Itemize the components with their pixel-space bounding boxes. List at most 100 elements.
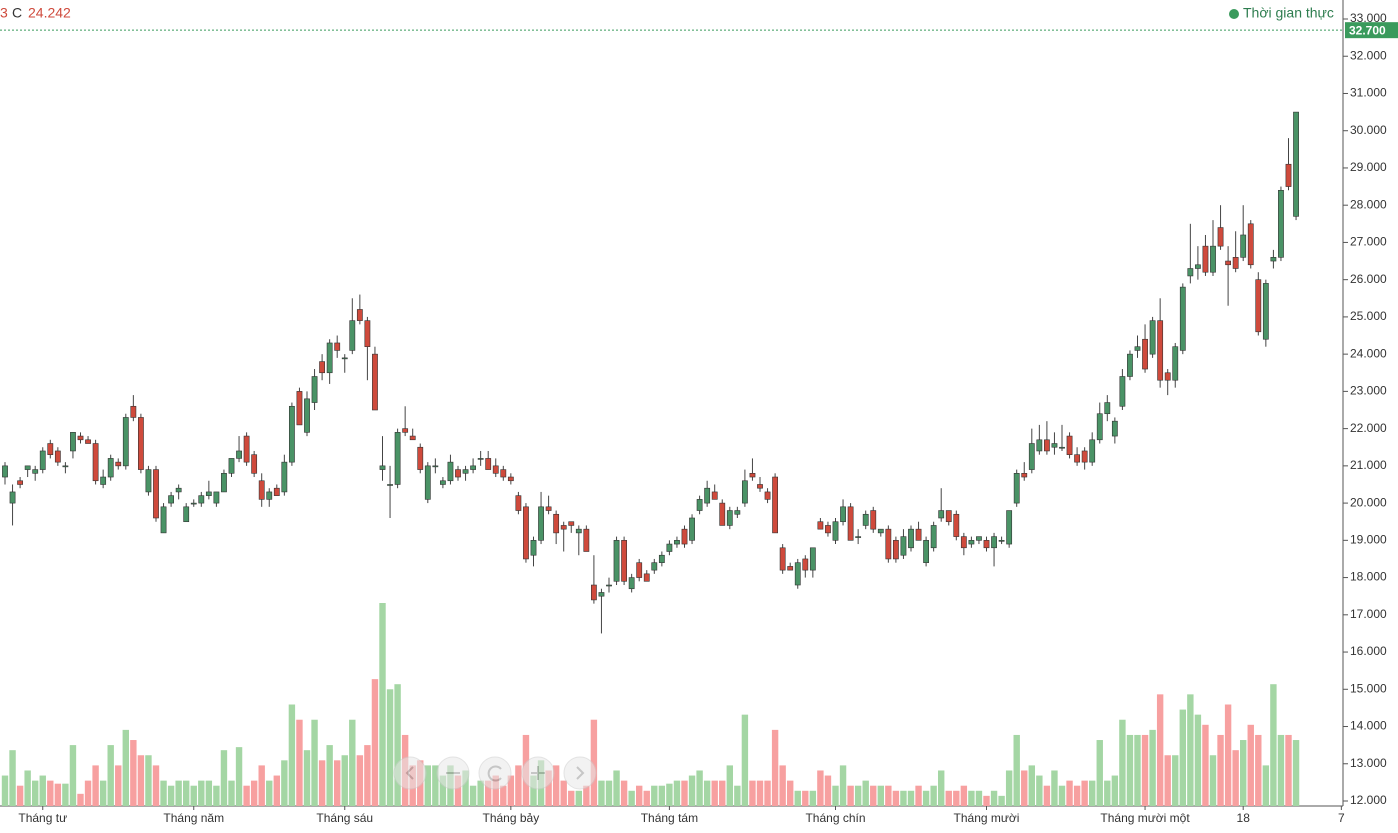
candle-body bbox=[689, 517, 695, 541]
plot: 32.700 bbox=[0, 22, 1398, 806]
candle-body bbox=[817, 521, 824, 530]
candle-body bbox=[953, 513, 960, 537]
candle-body bbox=[1104, 402, 1111, 415]
candle-body bbox=[54, 450, 61, 463]
realtime-label[interactable]: Thời gian thực bbox=[1243, 5, 1334, 21]
x-tick-label: 7 bbox=[1338, 811, 1345, 825]
candle-body bbox=[1096, 413, 1103, 441]
header-close-label: C bbox=[12, 5, 22, 21]
volume-bar bbox=[552, 765, 560, 806]
volume-bar bbox=[1240, 740, 1247, 806]
volume-bar bbox=[1141, 734, 1149, 806]
volume-bar bbox=[1224, 704, 1232, 806]
candle-body bbox=[138, 417, 144, 470]
candle-body bbox=[500, 469, 507, 478]
volume-bar bbox=[250, 780, 258, 806]
candle-body bbox=[243, 435, 250, 463]
candle-body bbox=[17, 480, 23, 485]
volume-bar bbox=[485, 780, 492, 806]
volume-bar bbox=[900, 790, 907, 806]
candle-body bbox=[711, 491, 718, 500]
candle-body bbox=[349, 320, 356, 351]
volume-bar bbox=[356, 755, 364, 806]
y-tick-label: 13.000 bbox=[1350, 756, 1387, 770]
candle-body bbox=[1119, 376, 1126, 407]
volume-bar bbox=[598, 780, 605, 806]
volume-bar bbox=[515, 765, 522, 806]
candle-body bbox=[107, 458, 114, 478]
volume-bar bbox=[945, 790, 952, 806]
volume-bar bbox=[975, 790, 983, 806]
candle-body bbox=[794, 562, 801, 586]
candle-body bbox=[311, 376, 318, 403]
x-tick-label: Tháng mười một bbox=[1100, 811, 1190, 825]
candle-body bbox=[228, 458, 235, 474]
candle-body bbox=[553, 513, 560, 534]
candle-body bbox=[326, 342, 333, 374]
candle-body bbox=[877, 528, 884, 534]
reset-button[interactable] bbox=[478, 756, 512, 790]
candle-body bbox=[213, 491, 220, 504]
volume-bar bbox=[854, 785, 862, 806]
volume-bar bbox=[92, 765, 99, 806]
candle-body bbox=[1036, 439, 1043, 452]
volume-bar bbox=[575, 790, 582, 806]
volume-bar bbox=[1232, 750, 1239, 806]
scroll-left-button[interactable] bbox=[393, 756, 427, 790]
candle-body bbox=[523, 506, 529, 560]
y-tick-label: 28.000 bbox=[1350, 197, 1387, 211]
volume-bar bbox=[990, 790, 998, 806]
y-tick-label: 30.000 bbox=[1350, 123, 1387, 137]
volume-bar bbox=[1089, 780, 1096, 806]
volume-bar bbox=[726, 765, 733, 806]
candle-body bbox=[100, 476, 107, 485]
zoom-out-button[interactable] bbox=[436, 756, 470, 790]
y-tick-label: 17.000 bbox=[1350, 607, 1387, 621]
candle-body bbox=[424, 465, 431, 500]
candle-body bbox=[190, 502, 197, 505]
candle-body bbox=[1195, 264, 1201, 269]
candle-body bbox=[417, 446, 424, 470]
candle-body bbox=[24, 465, 31, 470]
candle-body bbox=[1149, 320, 1156, 355]
volume-bar bbox=[1043, 785, 1051, 806]
volume-bar bbox=[122, 729, 129, 806]
volume-bar bbox=[892, 790, 900, 806]
scroll-right-button[interactable] bbox=[563, 756, 597, 790]
volume-bar bbox=[258, 765, 265, 806]
volume-bar bbox=[1194, 714, 1202, 806]
candle-body bbox=[538, 506, 544, 541]
candle-body bbox=[153, 469, 159, 519]
volume-bar bbox=[341, 755, 348, 806]
volume-bar bbox=[1270, 684, 1277, 806]
candle-body bbox=[85, 439, 91, 444]
volume-bar bbox=[1202, 724, 1209, 806]
candle-body bbox=[296, 391, 303, 426]
volume-bar bbox=[1005, 770, 1013, 806]
volume-bar bbox=[454, 775, 462, 806]
volume-bar bbox=[152, 765, 160, 806]
zoom-in-button[interactable] bbox=[521, 756, 555, 790]
candle-body bbox=[960, 536, 967, 549]
volume-bar bbox=[1, 775, 9, 806]
volume-bar bbox=[1058, 785, 1066, 806]
candle-body bbox=[900, 536, 907, 556]
volume-bar bbox=[371, 679, 379, 806]
candle-body bbox=[991, 536, 997, 549]
volume-bar bbox=[620, 780, 628, 806]
candle-body bbox=[198, 495, 205, 504]
volume-bar bbox=[1036, 775, 1043, 806]
candle-body bbox=[983, 540, 990, 549]
volume-bar bbox=[938, 770, 945, 806]
candle-body bbox=[145, 469, 152, 493]
volume-bar bbox=[703, 780, 711, 806]
volume-bar bbox=[84, 780, 92, 806]
volume-bar bbox=[719, 780, 726, 806]
y-tick-label: 33.000 bbox=[1350, 11, 1387, 25]
header-close-value: 24.242 bbox=[28, 5, 71, 21]
volume-bar bbox=[809, 790, 817, 806]
candle-body bbox=[840, 506, 846, 523]
volume-bar bbox=[1066, 780, 1073, 806]
